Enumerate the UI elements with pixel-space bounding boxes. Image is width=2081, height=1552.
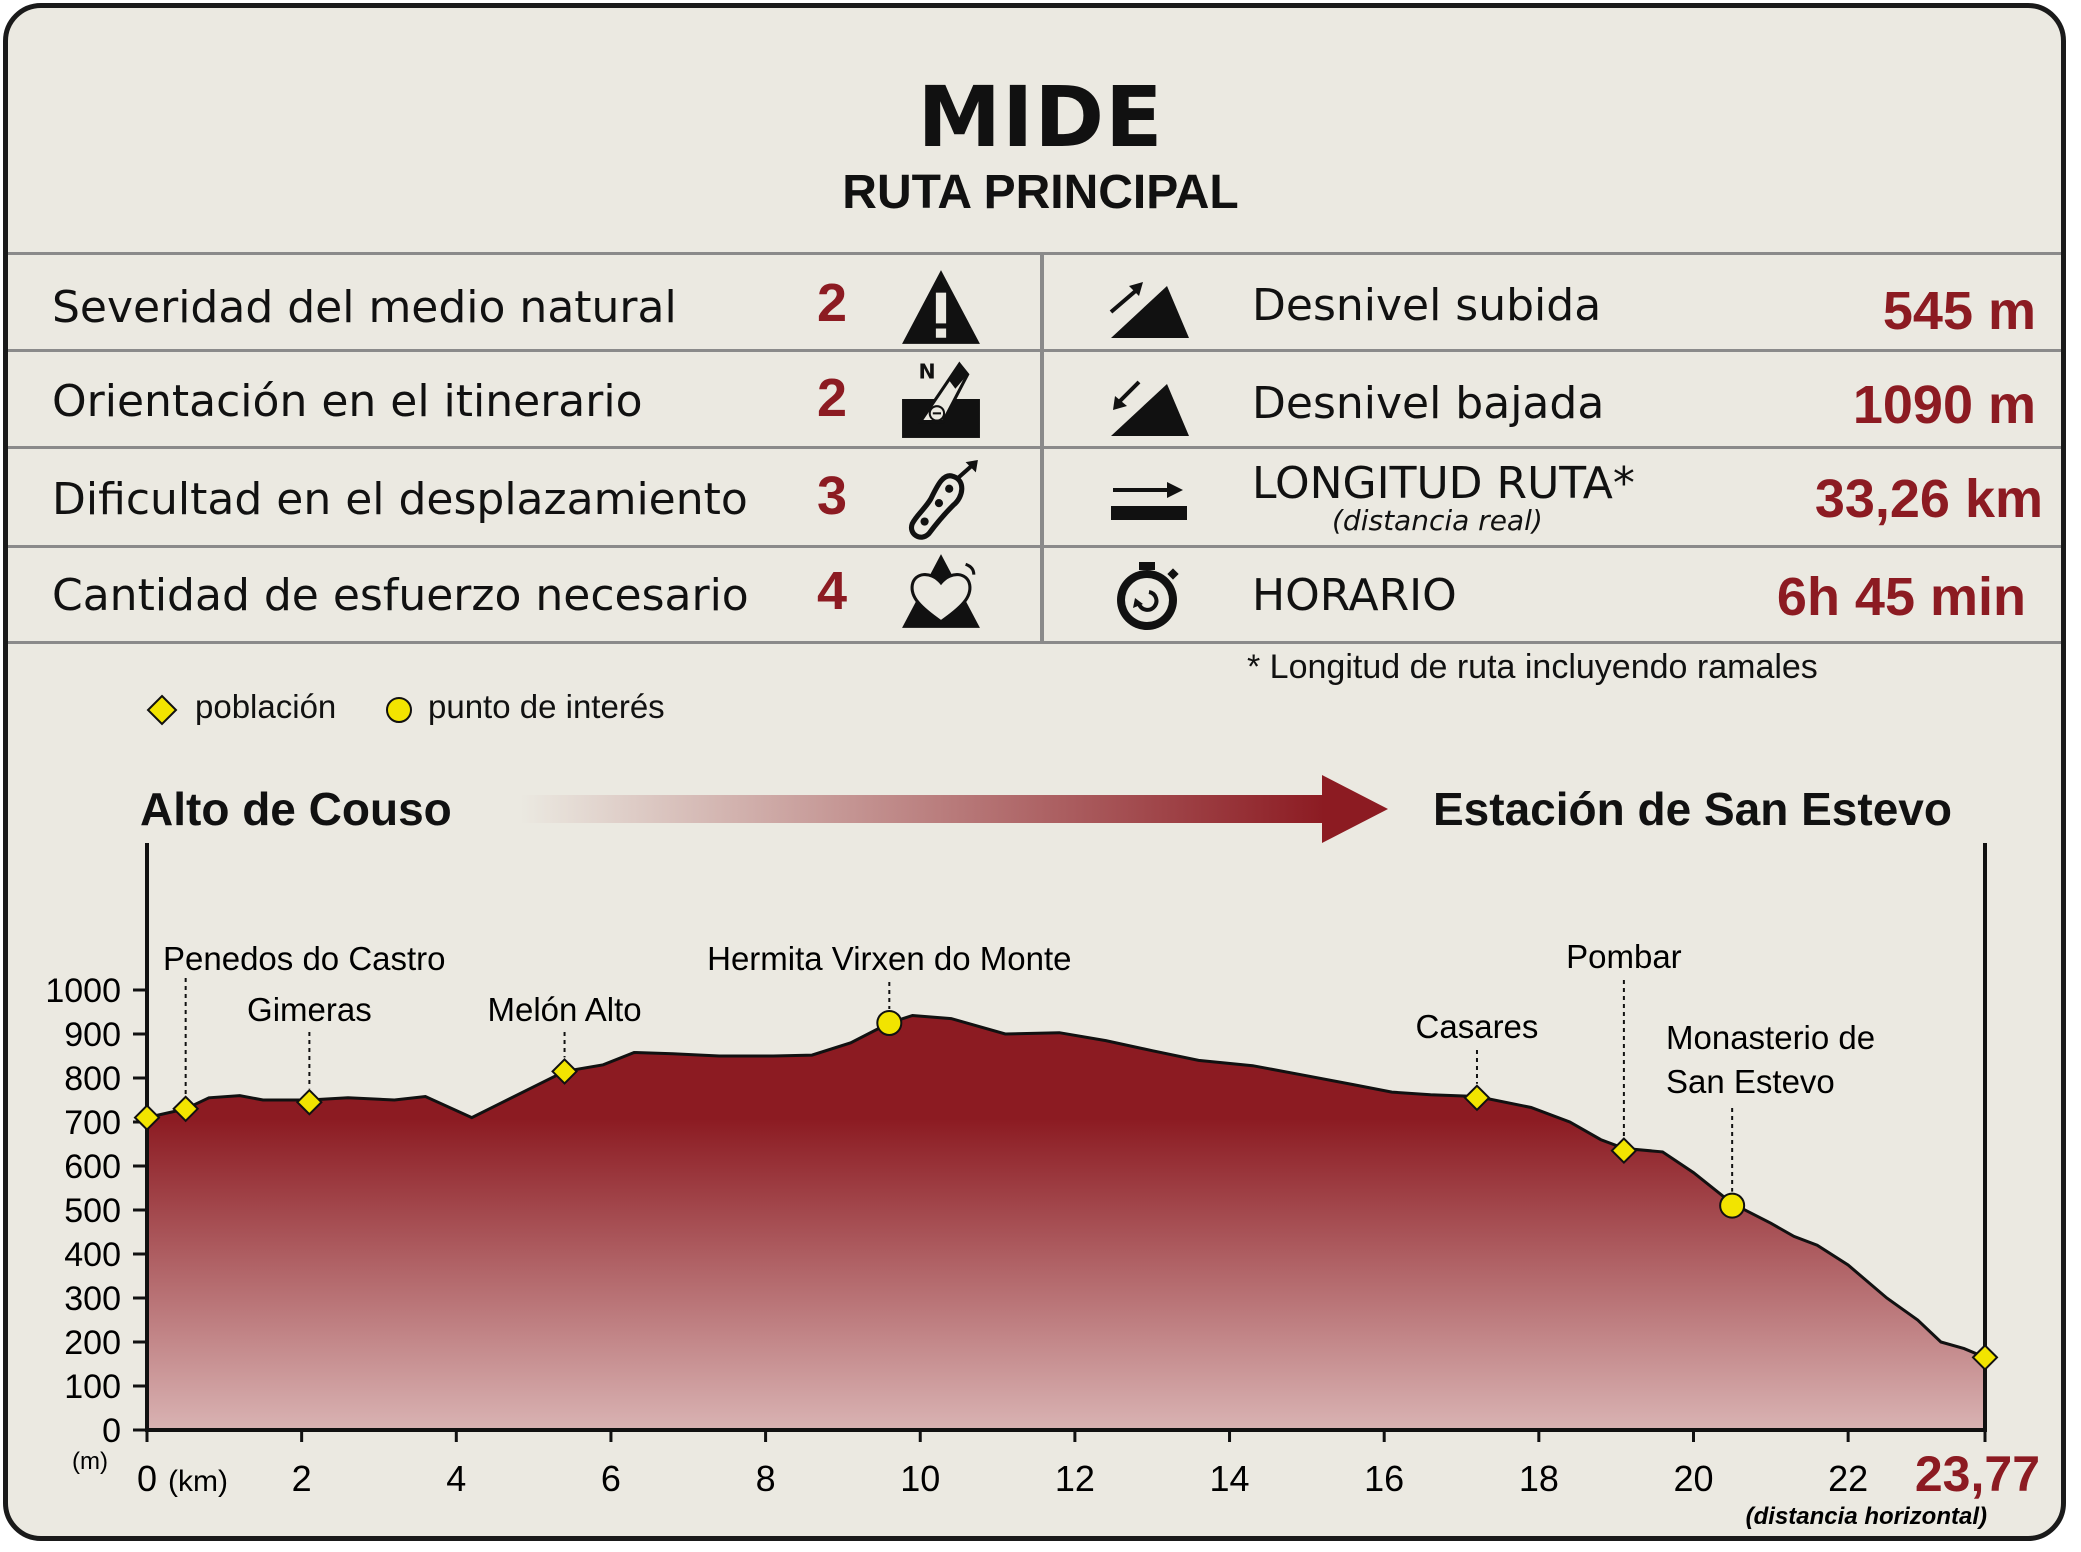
legend-poi-label: punto de interés	[428, 688, 665, 725]
direction-arrow	[520, 775, 1388, 843]
y-tick-label: 0	[102, 1412, 121, 1450]
x-tick-label: 22	[1828, 1458, 1868, 1499]
x-tick-label: 12	[1055, 1458, 1095, 1499]
ascent-icon	[1109, 282, 1189, 338]
y-tick-label: 300	[64, 1280, 121, 1318]
legend-town-marker	[146, 694, 178, 726]
legend-poi-marker	[386, 697, 412, 723]
poi-marker	[876, 1010, 903, 1036]
x-unit-label: (km)	[168, 1465, 228, 1498]
stat-value-longitud: 33,26 km	[1814, 469, 2043, 529]
y-tick-label: 900	[64, 1016, 121, 1054]
stat-label-bajada: Desnivel bajada	[1252, 378, 1605, 429]
point-label: Pombar	[1566, 938, 1682, 975]
elevation-area	[145, 1013, 1987, 1432]
route-start-label: Alto de Couso	[140, 783, 452, 835]
x-tick-label: 14	[1210, 1458, 1250, 1499]
mide-label-orientacion: Orientación en el itinerario	[52, 376, 643, 427]
y-tick-label: 800	[64, 1060, 121, 1098]
y-tick-label: 400	[64, 1236, 121, 1274]
page-title: MIDE	[917, 68, 1164, 166]
x-tick-label: 16	[1364, 1458, 1404, 1499]
table-divider	[8, 545, 2061, 548]
stat-label-subida: Desnivel subida	[1252, 280, 1602, 331]
y-unit-label: (m)	[72, 1448, 108, 1475]
y-tick-label: 1000	[45, 972, 121, 1010]
mide-label-esfuerzo: Cantidad de esfuerzo necesario	[52, 570, 749, 621]
x-tick-label: 20	[1673, 1458, 1713, 1499]
x-tick-label: 8	[756, 1458, 776, 1499]
point-label: Monasterio de San Estevo	[1666, 1019, 1875, 1100]
table-divider	[8, 641, 2061, 644]
mide-label-dificultad: Dificultad en el desplazamiento	[52, 474, 748, 525]
mide-value-severidad: 2	[816, 273, 848, 333]
town-marker	[172, 1095, 200, 1123]
point-label: Hermita Virxen do Monte	[707, 940, 1071, 977]
town-marker	[1971, 1343, 1999, 1371]
compass-orientation-icon: N	[902, 360, 980, 438]
x-tick-label: 2	[292, 1458, 312, 1499]
table-divider	[8, 349, 2061, 352]
mide-label-severidad: Severidad del medio natural	[52, 282, 677, 333]
x-end-value: 23,77	[1915, 1446, 2040, 1502]
stat-label-longitud: LONGITUD RUTA*	[1252, 458, 1635, 509]
town-marker	[1463, 1084, 1491, 1112]
heart-effort-icon	[902, 554, 980, 628]
stat-value-horario: 6h 45 min	[1776, 567, 2026, 627]
stat-label-horario: HORARIO	[1252, 570, 1457, 621]
mide-value-orientacion: 2	[816, 368, 848, 428]
y-tick-label: 600	[64, 1148, 121, 1186]
poi-marker	[1719, 1192, 1746, 1219]
descent-icon	[1111, 380, 1189, 436]
x-tick-label: 10	[900, 1458, 940, 1499]
footprint-icon	[908, 460, 978, 540]
table-divider	[8, 252, 2061, 255]
town-marker	[295, 1088, 323, 1116]
point-label: Casares	[1416, 1008, 1539, 1045]
x-end-caption: (distancia horizontal)	[1746, 1503, 1987, 1530]
x-tick-label: 4	[446, 1458, 466, 1499]
mide-value-esfuerzo: 4	[816, 561, 848, 621]
y-tick-label: 500	[64, 1192, 121, 1230]
town-marker	[1610, 1137, 1638, 1165]
y-tick-label: 700	[64, 1104, 121, 1142]
page-subtitle: RUTA PRINCIPAL	[842, 166, 1239, 219]
x-tick-label: 6	[601, 1458, 621, 1499]
stopwatch-icon	[1117, 562, 1179, 630]
table-divider	[8, 446, 2061, 449]
stat-sublabel-longitud: (distancia real)	[1332, 504, 1543, 537]
route-end-label: Estación de San Estevo	[1433, 783, 1952, 835]
warning-triangle-icon	[902, 270, 980, 344]
legend-town-label: población	[195, 688, 337, 725]
y-tick-label: 100	[64, 1368, 121, 1406]
footnote: * Longitud de ruta incluyendo ramales	[1247, 648, 1818, 686]
x-tick-label: 18	[1519, 1458, 1559, 1499]
length-arrow-icon	[1111, 482, 1187, 520]
town-marker	[133, 1104, 161, 1132]
mide-value-dificultad: 3	[816, 466, 848, 526]
stat-value-bajada: 1090 m	[1852, 375, 2036, 435]
table-column-divider	[1040, 252, 1044, 644]
svg-text:N: N	[918, 360, 935, 384]
stat-value-subida: 545 m	[1882, 281, 2036, 341]
town-marker	[551, 1057, 578, 1085]
point-label: Gimeras	[247, 991, 372, 1028]
y-tick-label: 200	[64, 1324, 121, 1362]
point-label: Penedos do Castro	[163, 940, 446, 977]
point-label: Melón Alto	[488, 991, 642, 1028]
x-tick-label: 0	[137, 1458, 157, 1499]
